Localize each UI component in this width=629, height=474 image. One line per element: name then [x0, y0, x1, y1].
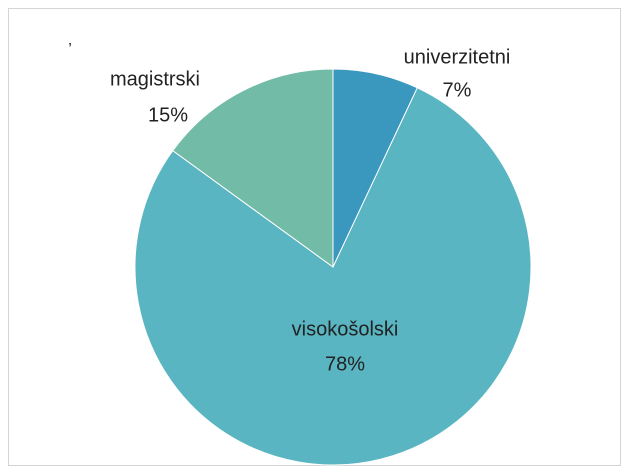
pie-slice — [172, 68, 334, 268]
slice-label: magistrski — [110, 68, 200, 90]
slice-value-label: 78% — [325, 353, 365, 375]
pie-slice — [134, 87, 532, 466]
slice-label: univerzitetni — [404, 46, 511, 68]
chart-title: ’ — [68, 41, 72, 58]
slice-value-label: 15% — [148, 104, 188, 126]
slice-label: visokošolski — [292, 318, 399, 340]
slice-value-label: 7% — [443, 79, 472, 101]
